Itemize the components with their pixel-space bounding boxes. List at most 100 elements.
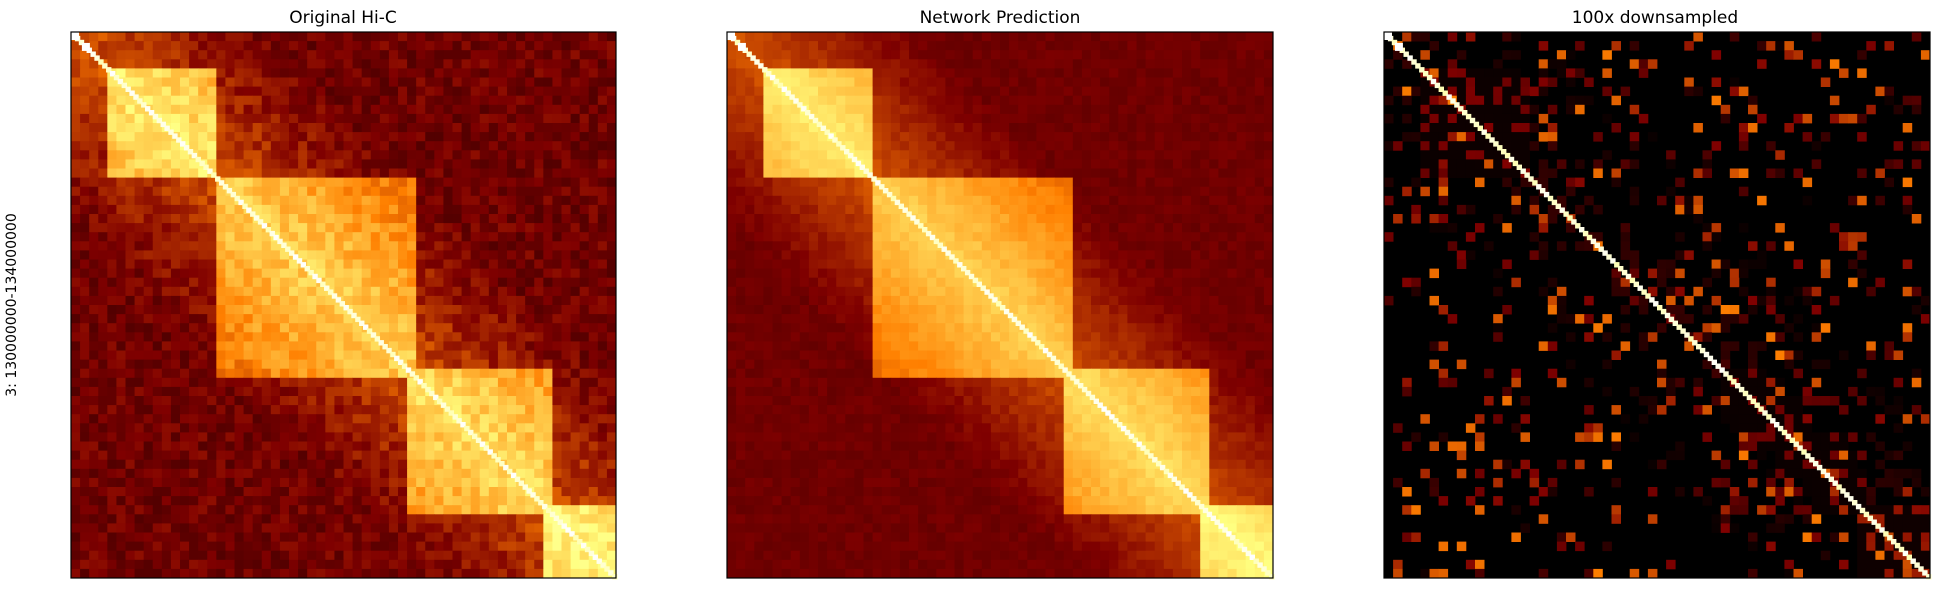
heatmap-cell [425, 95, 435, 106]
heatmap-cell [443, 59, 453, 69]
heatmap-cell [216, 232, 226, 242]
heatmap-cell [143, 204, 154, 215]
heatmap-cell [727, 59, 737, 69]
heatmap-cell [570, 113, 581, 124]
heatmap-cell [416, 477, 426, 488]
heatmap-cell [143, 359, 154, 370]
heatmap-cell [981, 195, 992, 206]
heatmap-cell [1200, 150, 1210, 160]
heatmap-cell [872, 77, 883, 87]
heatmap-cell [98, 41, 108, 51]
diagonal-cell [573, 535, 579, 541]
heatmap-cell [507, 250, 517, 260]
heatmap-cell [334, 150, 344, 160]
heatmap-cell [1191, 95, 1201, 106]
heatmap-cell [588, 432, 599, 442]
heatmap-cell [134, 377, 145, 388]
heatmap-cell [398, 541, 408, 552]
heatmap-cell [252, 141, 263, 151]
heatmap-cell [425, 268, 435, 279]
heatmap-cell [143, 268, 154, 279]
heatmap-cell [507, 50, 517, 60]
heatmap-cell [398, 441, 408, 451]
heatmap-cell [407, 350, 417, 360]
heatmap-cell [180, 59, 190, 69]
heatmap-cell [370, 168, 381, 178]
heatmap-cell [361, 132, 372, 142]
heatmap-cell [525, 113, 535, 124]
heatmap-cell [1081, 141, 1092, 151]
heatmap-cell [461, 95, 472, 106]
heatmap-cell [243, 359, 254, 370]
heatmap-cell [89, 241, 99, 251]
heatmap-cell [745, 95, 755, 106]
heatmap-cell [1172, 132, 1183, 142]
heatmap-cell [261, 568, 272, 579]
heatmap-cell [334, 177, 344, 188]
diagonal-cell [557, 519, 563, 525]
heatmap-cell [80, 214, 90, 224]
heatmap-cell [561, 305, 571, 315]
heatmap-cell [143, 159, 154, 169]
heatmap-cell [416, 568, 426, 579]
heatmap-cell [1200, 159, 1210, 169]
heatmap-cell [71, 359, 81, 370]
heatmap-cell [398, 523, 408, 533]
heatmap-cell [1045, 41, 1055, 51]
heatmap-cell [570, 377, 581, 388]
heatmap-cell [570, 59, 581, 69]
heatmap-cell [872, 104, 883, 115]
heatmap-cell [981, 150, 992, 160]
heatmap-cell [279, 104, 290, 115]
heatmap-cell [1263, 168, 1274, 178]
heatmap-cell [80, 32, 90, 42]
heatmap-cell [370, 350, 381, 360]
heatmap-cell [543, 514, 553, 524]
heatmap-cell [570, 159, 581, 169]
heatmap-cell [125, 59, 135, 69]
heatmap-cell [361, 386, 372, 397]
heatmap-cell [899, 186, 910, 197]
heatmap-cell [872, 59, 883, 69]
heatmap-cell [1245, 141, 1256, 151]
heatmap-cell [1091, 50, 1101, 60]
heatmap-cell [225, 359, 235, 370]
heatmap-cell [488, 323, 499, 333]
heatmap-cell [352, 450, 363, 461]
heatmap-cell [1063, 86, 1074, 97]
heatmap-cell [89, 405, 99, 415]
heatmap-cell [370, 359, 381, 370]
heatmap-cell [909, 123, 919, 133]
heatmap-cell [606, 241, 617, 251]
heatmap-cell [470, 250, 481, 260]
heatmap-cell [225, 441, 235, 451]
heatmap-cell [279, 423, 290, 433]
heatmap-cell [497, 550, 508, 561]
heatmap-cell [307, 86, 317, 97]
heatmap-cell [243, 550, 254, 561]
heatmap-cell [289, 559, 299, 570]
heatmap-cell [854, 32, 864, 42]
heatmap-cell [198, 468, 208, 479]
heatmap-cell [180, 186, 190, 197]
heatmap-cell [954, 95, 964, 106]
heatmap-cell [234, 186, 244, 197]
heatmap-cell [561, 204, 571, 215]
heatmap-cell [799, 86, 810, 97]
heatmap-cell [488, 223, 499, 233]
heatmap-cell [143, 432, 154, 442]
heatmap-cell [98, 268, 108, 279]
heatmap-cell [552, 286, 562, 297]
heatmap-cell [388, 423, 399, 433]
heatmap-cell [279, 523, 290, 533]
heatmap-cell [497, 214, 508, 224]
heatmap-cell [1000, 50, 1010, 60]
heatmap-cell [307, 41, 317, 51]
heatmap-cell [189, 177, 199, 188]
heatmap-cell [497, 104, 508, 115]
heatmap-cell [963, 41, 974, 51]
heatmap-cell [216, 541, 226, 552]
heatmap-cell [370, 150, 381, 160]
heatmap-cell [325, 68, 335, 78]
heatmap-cell [461, 232, 472, 242]
